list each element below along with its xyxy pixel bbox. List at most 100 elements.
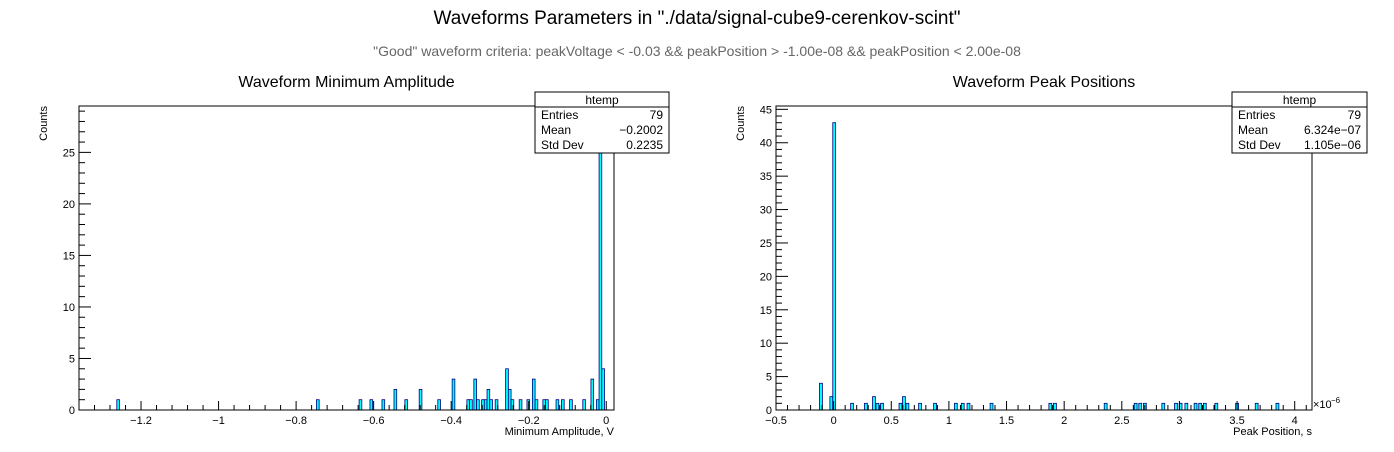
histogram-bar [483,399,488,411]
plot-frame [78,105,615,411]
stats-label-mean: Mean [1238,123,1268,137]
x-tick-label: 1.5 [999,415,1014,427]
y-axis-label: Counts [38,106,50,141]
histogram-bar [469,399,473,411]
histogram-bar [437,399,441,411]
stats-label-std_dev: Std Dev [1238,138,1281,152]
histogram-bar [582,399,586,411]
stats-label-std_dev: Std Dev [541,138,584,152]
y-tick-label: 45 [760,104,772,116]
y-tick-label: 5 [766,372,772,384]
histogram-bar [601,368,605,411]
histogram-bar [476,399,480,411]
x-tick-label: −0.5 [765,415,787,427]
histogram-bar [489,399,493,411]
x-axis-label: Peak Position, s [1233,426,1312,438]
x-tick-label: 0 [831,415,837,427]
histogram-bar [1254,402,1259,411]
histogram-bar [486,388,491,411]
stats-label-entries: Entries [1238,108,1275,122]
histogram-bar [864,402,868,411]
x-tick-label: −0.2 [518,415,540,427]
stats-value-mean: −0.2002 [619,123,663,137]
criteria-subtitle: "Good" waveform criteria: peakVoltage < … [373,43,1021,59]
histogram-bar [358,399,363,411]
histogram-bar [953,402,958,411]
histogram-bar [872,396,876,411]
histogram-bar [451,378,456,411]
histogram-bar [1133,402,1138,411]
stats-label-mean: Mean [541,123,571,137]
x-tick-label: 2 [1061,415,1067,427]
y-tick-label: 0 [69,405,75,417]
x-tick-label: −1.2 [130,415,152,427]
stats-box-title: htemp [585,93,619,107]
histogram-bar [507,388,512,411]
histogram-bar [404,399,408,411]
x-tick-label: 0.5 [884,415,899,427]
x-tick-label: 3 [1176,415,1182,427]
histogram-bar [989,402,994,411]
y-tick-label: 40 [760,138,772,150]
page-title: Waveforms Parameters in "./data/signal-c… [433,8,961,29]
histogram-bar [880,402,884,411]
histogram-bar [1184,402,1189,411]
panel-title: Waveform Minimum Amplitude [238,74,454,91]
peak-position-histogram: Waveform Peak Positions−0.5 0 0.5 1 1.5 2 2.5 3… [735,74,1368,438]
histogram-bar [1103,402,1108,411]
histogram-bar [393,388,398,411]
x-tick-label: −1 [212,415,225,427]
x-tick-label: 3.5 [1229,415,1244,427]
histogram-bar [898,402,903,411]
stats-value-entries: 79 [1348,108,1362,122]
histogram-bar [381,399,386,411]
histogram-bar [1214,402,1219,411]
y-tick-label: 0 [766,405,772,417]
histogram-bar [316,399,320,411]
histogram-bar [590,378,595,411]
histogram-bar [561,399,565,411]
y-tick-label: 10 [760,338,772,350]
stats-value-entries: 79 [650,108,664,122]
y-tick-label: 15 [63,250,75,262]
x-axis-multiplier: ×10 [1313,399,1332,411]
histogram-bar [518,399,523,411]
x-tick-label: −0.6 [363,415,385,427]
histogram-bar [1174,402,1178,411]
x-axis-label: Minimum Amplitude, V [505,426,615,438]
y-tick-label: 20 [63,199,75,211]
stats-value-std_dev: 0.2235 [626,138,663,152]
amplitude-histogram: Waveform Minimum Amplitude −1.2 −1 −0.8 −0.6… [38,74,670,438]
x-tick-label: −0.8 [285,415,307,427]
y-tick-label: 25 [63,147,75,159]
y-tick-label: 25 [760,238,772,250]
x-tick-label: −0.4 [440,415,462,427]
stats-box [534,91,670,154]
histogram-bar [966,402,971,411]
histogram-bar [933,402,937,411]
y-tick-label: 20 [760,271,772,283]
histogram-bar [1193,402,1198,411]
histogram-bar [369,399,374,411]
histogram-bar [473,378,477,411]
y-tick-label: 5 [69,353,75,365]
stats-value-mean: 6.324e−07 [1304,123,1361,137]
y-tick-label: 30 [760,205,772,217]
histogram-bar [569,399,573,411]
histogram-bar [1202,402,1207,411]
y-axis-label: Counts [735,106,747,141]
x-tick-label: 2.5 [1114,415,1129,427]
stats-label-entries: Entries [541,108,578,122]
x-tick-label: 0 [603,415,609,427]
x-tick-label: 1 [946,415,952,427]
histogram-bar [466,399,470,411]
plot-frame [775,105,1313,411]
histogram-bar [1138,402,1143,411]
histogram-bar [850,402,854,411]
histogram-bar [875,402,880,411]
histogram-bar [1198,402,1203,411]
histogram-bar [116,399,120,411]
y-tick-label: 10 [63,302,75,314]
histogram-bar [505,368,509,411]
